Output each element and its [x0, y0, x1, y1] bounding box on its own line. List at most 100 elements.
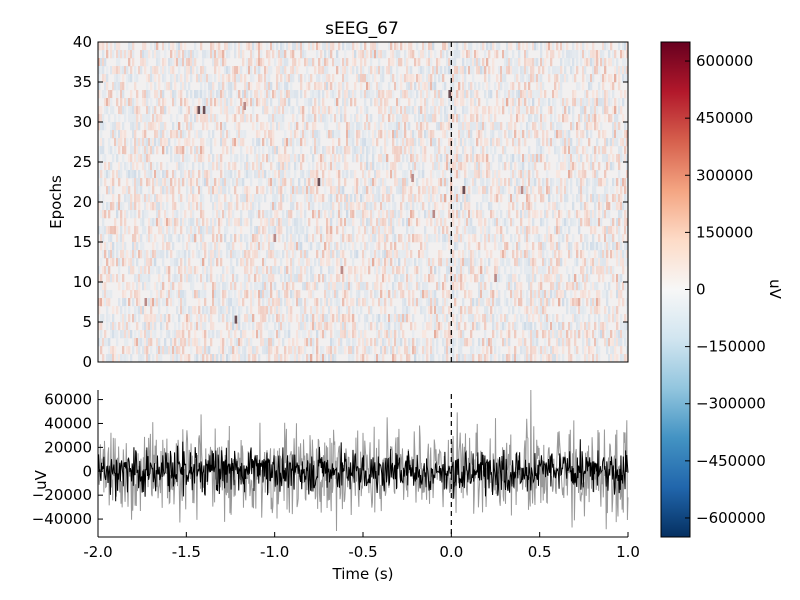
heatmap-cell: [592, 282, 595, 291]
heatmap-cell: [224, 138, 227, 147]
heatmap-cell: [304, 266, 307, 275]
heatmap-cell: [366, 122, 369, 131]
heatmap-cell: [512, 218, 515, 227]
heatmap-cell: [126, 210, 129, 219]
heatmap-cell: [542, 58, 545, 67]
heatmap-cell: [304, 202, 307, 211]
heatmap-cell: [418, 250, 421, 259]
heatmap-cell: [526, 42, 529, 51]
heatmap-cell: [216, 114, 219, 123]
heatmap-cell: [102, 42, 105, 51]
heatmap-cell: [252, 234, 255, 243]
heatmap-cell: [486, 194, 489, 203]
heatmap-cell: [608, 114, 611, 123]
heatmap-cell: [118, 194, 121, 203]
heatmap-cell: [446, 186, 449, 195]
heatmap-cell: [338, 218, 341, 227]
heatmap-cell: [196, 66, 199, 75]
heatmap-cell: [218, 178, 221, 187]
heatmap-cell: [240, 98, 243, 107]
heatmap-cell: [428, 202, 431, 211]
heatmap-cell: [528, 130, 531, 139]
heatmap-cell: [372, 74, 375, 83]
heatmap-cell: [290, 194, 293, 203]
heatmap-cell: [456, 98, 459, 107]
heatmap-cell: [600, 146, 603, 155]
heatmap-cell: [378, 218, 381, 227]
heatmap-cell: [580, 42, 583, 51]
heatmap-cell: [266, 218, 269, 227]
heatmap-cell: [172, 282, 175, 291]
heatmap-cell: [458, 210, 461, 219]
heatmap-cell: [146, 210, 149, 219]
heatmap-cell: [286, 250, 289, 259]
heatmap-cell: [210, 138, 213, 147]
heatmap-cell: [406, 218, 409, 227]
heatmap-cell: [114, 42, 117, 51]
heatmap-cell: [424, 282, 427, 291]
heatmap-cell: [354, 186, 357, 195]
heatmap-cell: [142, 226, 145, 235]
heatmap-cell: [176, 114, 179, 123]
heatmap-cell: [550, 242, 553, 251]
heatmap-cell: [564, 218, 567, 227]
heatmap-cell: [278, 114, 281, 123]
heatmap-cell: [446, 234, 449, 243]
heatmap-cell: [332, 178, 335, 187]
heatmap-cell: [346, 234, 349, 243]
heatmap-cell: [310, 146, 313, 155]
heatmap-cell: [316, 82, 319, 91]
heatmap-cell: [460, 186, 463, 195]
heatmap-cell: [546, 210, 549, 219]
heatmap-cell: [588, 74, 591, 83]
heatmap-cell: [182, 146, 185, 155]
heatmap-cell: [426, 98, 429, 107]
heatmap-cell: [520, 74, 523, 83]
heatmap-cell: [354, 154, 357, 163]
heatmap-cell: [506, 274, 509, 283]
heatmap-cell: [250, 290, 253, 299]
heatmap-cell: [286, 282, 289, 291]
heatmap-cell: [438, 162, 441, 171]
heatmap-cell: [556, 146, 559, 155]
heatmap-cell: [420, 290, 423, 299]
heatmap-cell: [428, 290, 431, 299]
heatmap-cell: [144, 162, 147, 171]
heatmap-cell: [410, 250, 413, 259]
heatmap-cell: [502, 74, 505, 83]
heatmap-cell: [408, 138, 411, 147]
heatmap-cell: [410, 90, 413, 99]
heatmap-cell: [598, 82, 601, 91]
heatmap-cell: [136, 106, 139, 115]
heatmap-cell: [172, 274, 175, 283]
heatmap-cell: [120, 250, 123, 259]
heatmap-cell: [262, 242, 265, 251]
heatmap-cell: [590, 50, 593, 59]
heatmap-cell: [202, 266, 205, 275]
heatmap-cell: [292, 242, 295, 251]
heatmap-cell: [332, 250, 335, 259]
heatmap-cell: [128, 50, 131, 59]
heatmap-cell: [620, 258, 623, 267]
heatmap-cell: [476, 242, 479, 251]
heatmap-cell: [180, 218, 183, 227]
heatmap-cell: [192, 178, 195, 187]
heatmap-cell: [394, 250, 397, 259]
heatmap-cell: [134, 186, 137, 195]
heatmap-cell: [568, 162, 571, 171]
heatmap-cell: [598, 162, 601, 171]
heatmap-cell: [138, 66, 141, 75]
heatmap-cell: [344, 66, 347, 75]
heatmap-cell: [568, 274, 571, 283]
heatmap-cell: [490, 250, 493, 259]
heatmap-cell: [186, 114, 189, 123]
heatmap-cell: [170, 250, 173, 259]
heatmap-cell: [396, 130, 399, 139]
heatmap-cell: [210, 170, 213, 179]
heatmap-cell: [286, 74, 289, 83]
heatmap-cell: [162, 122, 165, 131]
heatmap-cell: [442, 170, 445, 179]
heatmap-cell: [368, 178, 371, 187]
heatmap-cell: [328, 50, 331, 59]
heatmap-cell: [110, 202, 113, 211]
